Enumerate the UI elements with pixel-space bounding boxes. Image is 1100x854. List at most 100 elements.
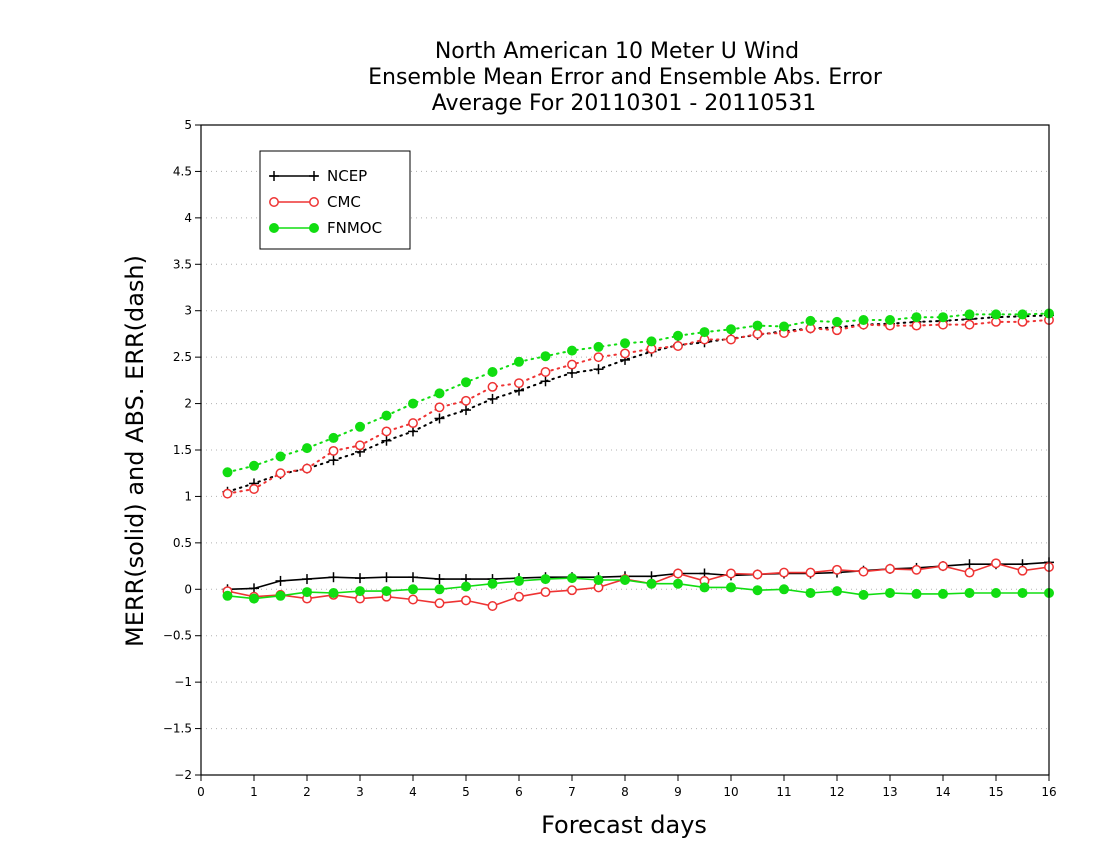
data-point-abs-cmc [302,463,312,474]
y-tick-label: −1 [174,675,192,689]
data-point-merr-fnmoc [487,578,498,589]
data-point-merr-fnmoc [805,588,816,598]
data-point-abs-cmc [726,334,736,345]
data-point-merr-fnmoc [911,588,922,599]
x-tick-label: 8 [621,785,629,799]
legend-marker [309,223,319,233]
data-point-merr-fnmoc [222,590,233,601]
data-point-merr-cmc [832,564,842,575]
axis-ticks: −2−1.5−1−0.500.511.522.533.544.550 1 2 3 4 5 6… [163,118,1057,799]
series-line-abs-fnmoc [226,312,1050,474]
data-point-merr-fnmoc [434,584,445,595]
data-point-abs-fnmoc [593,341,604,352]
data-point-merr-fnmoc [752,585,763,596]
y-tick-label: 5 [184,118,192,132]
data-point-merr-ncep [408,572,418,583]
y-tick-label: 0 [184,582,192,596]
data-point-merr-fnmoc [275,590,286,601]
data-point-merr-fnmoc [726,582,736,593]
data-point-abs-cmc [487,381,498,392]
y-tick-label: 4 [184,211,192,225]
data-point-abs-fnmoc [487,367,498,377]
y-tick-label: 0.5 [173,536,192,550]
y-tick-label: 4.5 [173,164,192,178]
data-point-abs-cmc [328,445,339,456]
data-point-abs-fnmoc [991,309,1001,320]
y-tick-label: 1 [184,489,192,503]
data-point-merr-cmc [752,569,763,580]
legend-label: FNMOC [327,219,382,237]
data-point-abs-fnmoc [1017,309,1028,320]
legend-marker [309,197,319,207]
data-point-abs-fnmoc [514,356,524,367]
data-point-merr-ncep [355,573,365,584]
data-point-abs-fnmoc [726,324,736,335]
y-tick-label: −0.5 [163,629,192,643]
legend-label: CMC [327,193,361,211]
data-point-abs-fnmoc [911,312,922,323]
data-point-abs-cmc [752,328,763,339]
data-point-abs-cmc [461,395,471,406]
data-point-merr-fnmoc [593,575,604,585]
x-tick-label: 2 [303,785,311,799]
legend-item-fnmoc: FNMOC [269,219,382,237]
data-point-merr-fnmoc [832,586,842,597]
data-point-merr-cmc [938,561,948,572]
data-point-merr-fnmoc [885,588,895,598]
data-point-abs-ncep [461,405,471,416]
data-point-abs-fnmoc [328,432,339,443]
data-point-merr-fnmoc [355,586,365,597]
legend-item-ncep: NCEP [269,167,367,185]
data-point-abs-fnmoc [408,398,418,409]
data-point-merr-cmc [408,594,418,605]
data-point-abs-cmc [620,348,630,359]
data-point-merr-fnmoc [514,575,524,586]
data-point-merr-cmc [487,601,498,611]
x-axis-label: Forecast days [541,811,707,839]
data-point-merr-fnmoc [381,586,392,597]
data-point-abs-fnmoc [381,410,392,421]
data-point-abs-cmc [408,418,418,429]
data-point-merr-cmc [540,587,551,598]
data-point-merr-fnmoc [938,588,948,599]
y-axis-label: MERR(solid) and ABS. ERR(dash) [121,255,149,647]
data-point-abs-cmc [381,426,392,437]
title-line-2: Ensemble Mean Error and Ensemble Abs. Er… [368,65,883,90]
series-line-abs-ncep [226,314,1050,493]
data-point-merr-fnmoc [328,588,339,598]
data-point-merr-fnmoc [779,584,789,595]
x-tick-label: 5 [462,785,470,799]
data-point-abs-ncep [408,426,418,437]
data-point-abs-cmc [540,367,551,377]
data-point-merr-fnmoc [646,578,657,589]
data-point-merr-fnmoc [991,588,1001,598]
data-point-merr-fnmoc [699,582,710,593]
data-point-merr-cmc [991,558,1001,569]
data-point-merr-ncep [381,572,392,583]
y-tick-label: 1.5 [173,443,192,457]
data-point-abs-fnmoc [222,467,233,478]
data-point-merr-cmc [567,585,577,596]
x-tick-label: 6 [515,785,523,799]
data-point-abs-cmc [275,468,286,479]
data-point-abs-cmc [911,320,922,331]
x-tick-label: 0 [197,785,205,799]
data-point-abs-fnmoc [461,377,471,388]
data-point-merr-cmc [461,595,471,606]
data-point-merr-fnmoc [673,578,683,589]
data-point-merr-cmc [964,567,975,578]
data-point-abs-ncep [434,413,445,424]
data-point-merr-cmc [726,568,736,579]
data-point-abs-fnmoc [673,330,683,341]
series-line-abs-cmc [226,319,1050,495]
data-point-abs-ncep [593,364,604,375]
data-point-merr-fnmoc [408,584,418,595]
series-cmc [222,315,1054,611]
legend: NCEP CMC FNMOC [259,150,411,250]
data-point-merr-fnmoc [540,574,551,585]
data-point-abs-fnmoc [779,321,789,332]
data-point-abs-fnmoc [699,327,710,338]
data-point-abs-fnmoc [434,388,445,399]
